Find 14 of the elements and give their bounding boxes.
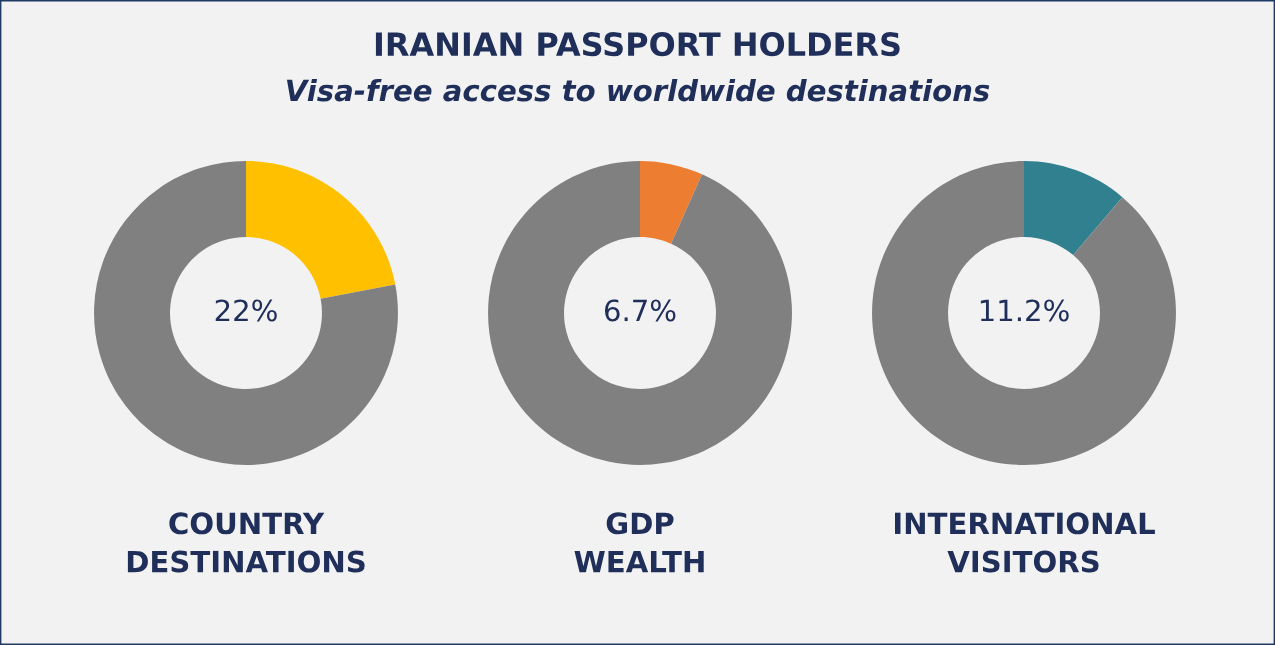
data-label: 6.7% — [604, 299, 676, 322]
text: GDP WEALTH — [574, 512, 704, 573]
donut-slice — [94, 161, 398, 465]
donut-slice — [640, 161, 703, 244]
donut-slice — [872, 161, 1176, 465]
data-label: 11.2% — [980, 299, 1069, 322]
chart-title: IRANIAN PASSPORT HOLDERS — [375, 32, 900, 57]
donut-slice — [488, 161, 792, 465]
text: INTERNATIONAL VISITORS — [894, 512, 1155, 573]
chart-subtitle: Visa-free access to worldwide destinations — [286, 78, 990, 102]
data-label: 22% — [215, 299, 277, 322]
donut-slice — [246, 161, 396, 299]
text: COUNTRY DESTINATIONS — [127, 512, 365, 573]
donut-slice — [1024, 161, 1123, 256]
